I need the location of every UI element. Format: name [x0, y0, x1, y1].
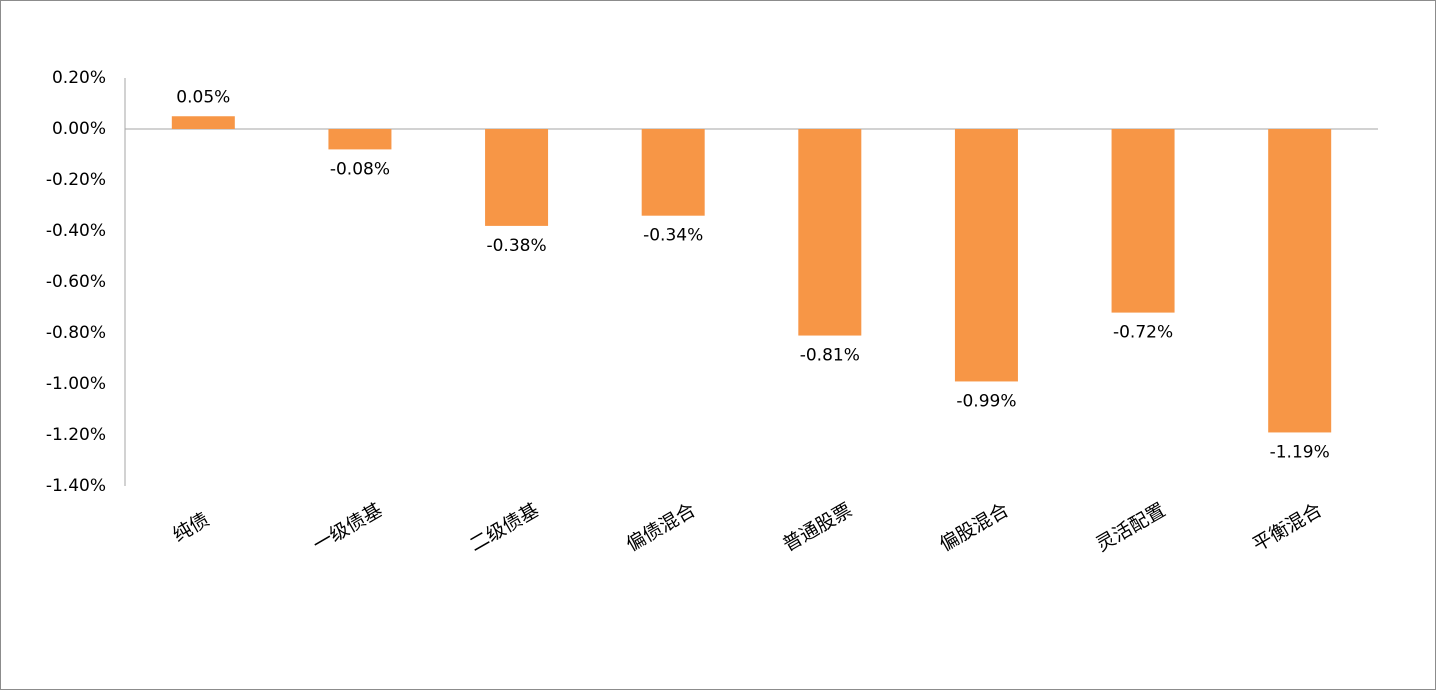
y-tick-label: -0.40% [46, 221, 106, 241]
data-label: -0.08% [330, 159, 390, 179]
bar [1268, 129, 1332, 433]
data-label: -0.81% [800, 346, 860, 366]
y-tick-label: -1.00% [46, 374, 106, 394]
bar [798, 129, 862, 336]
y-tick-label: -0.20% [46, 170, 106, 190]
data-label: -1.19% [1270, 442, 1330, 462]
y-tick-label: -0.80% [46, 323, 106, 343]
y-tick-label: -1.40% [46, 476, 106, 496]
y-tick-label: -0.60% [46, 272, 106, 292]
bar [1111, 129, 1175, 313]
bar [641, 129, 705, 216]
y-tick-label: -1.20% [46, 425, 106, 445]
bar [485, 129, 549, 226]
data-label: 0.05% [176, 87, 230, 107]
data-label: -0.72% [1113, 323, 1173, 343]
data-label: -0.99% [956, 391, 1016, 411]
bar [328, 129, 392, 150]
y-tick-label: 0.00% [52, 119, 106, 139]
y-tick-label: 0.20% [52, 68, 106, 88]
data-label: -0.38% [486, 236, 546, 256]
bar [171, 116, 235, 129]
data-label: -0.34% [643, 226, 703, 246]
bar [954, 129, 1018, 382]
